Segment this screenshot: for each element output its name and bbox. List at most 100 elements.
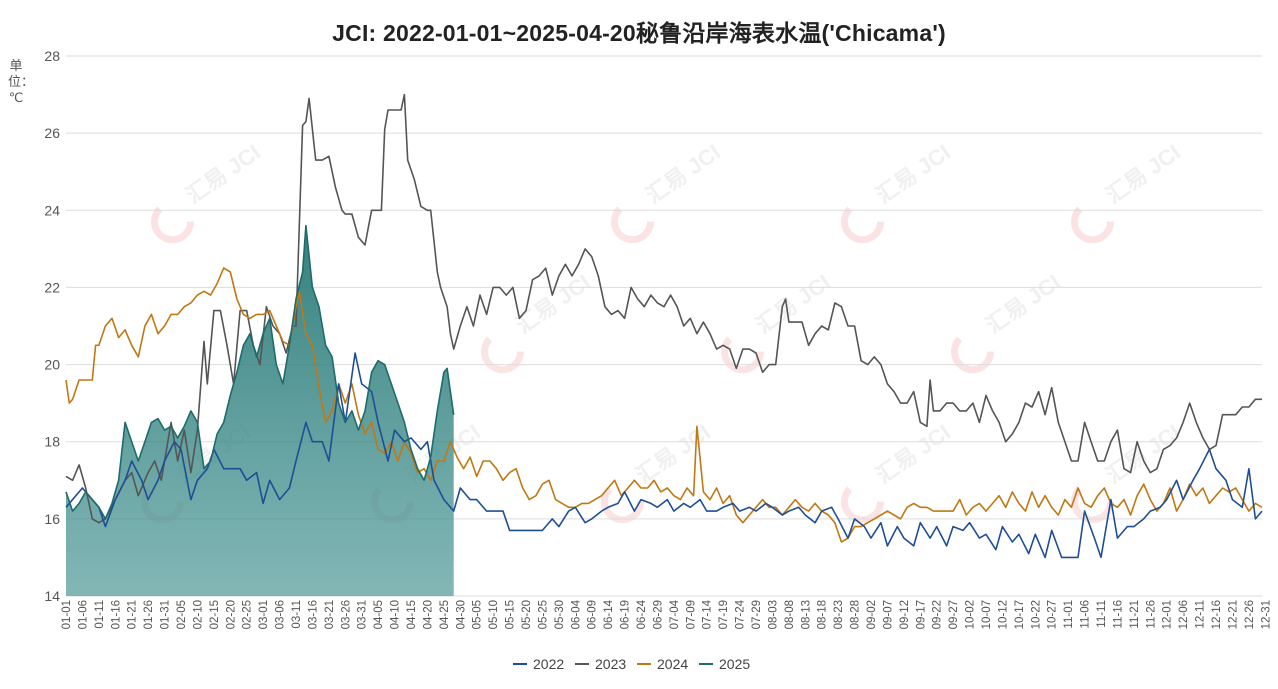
y-tick-label: 16: [44, 511, 60, 527]
x-tick-label: 11-26: [1145, 600, 1157, 629]
x-tick-label: 11-01: [1063, 600, 1075, 629]
watermark-logo-icon: [951, 336, 994, 374]
x-tick-label: 05-30: [554, 600, 566, 629]
x-tick-label: 02-15: [209, 600, 221, 629]
x-tick-label: 04-25: [439, 600, 451, 629]
y-tick-label: 28: [44, 48, 60, 64]
x-tick-label: 06-19: [620, 600, 632, 629]
watermark: 汇易 JCI: [951, 269, 1065, 374]
x-tick-label: 01-06: [77, 600, 89, 629]
watermark-text: 汇易 JCI: [751, 269, 834, 338]
watermark: 汇易 JCI: [611, 139, 725, 244]
watermark-logo-icon: [1071, 206, 1114, 244]
x-tick-label: 09-17: [915, 600, 927, 629]
x-tick-label: 06-29: [652, 600, 664, 629]
x-tick-label: 04-30: [455, 600, 467, 629]
watermark-text: 汇易 JCI: [181, 139, 264, 208]
y-tick-label: 26: [44, 125, 60, 141]
watermark-text: 汇易 JCI: [981, 269, 1064, 338]
y-tick-label: 14: [44, 588, 60, 604]
x-tick-label: 09-22: [932, 600, 944, 629]
x-tick-label: 02-25: [242, 600, 254, 629]
x-tick-label: 04-05: [373, 600, 385, 629]
x-tick-label: 02-20: [225, 600, 237, 629]
x-tick-label: 12-01: [1162, 600, 1174, 629]
x-tick-label: 03-26: [340, 600, 352, 629]
x-tick-label: 10-12: [997, 600, 1009, 629]
series-line-2024: [65, 267, 1263, 543]
x-tick-label: 08-28: [850, 600, 862, 629]
legend-item-2023[interactable]: 2023: [575, 656, 626, 672]
watermark: 汇易 JCI: [1071, 139, 1185, 244]
watermark-text: 汇易 JCI: [511, 269, 594, 338]
x-tick-label: 12-31: [1260, 600, 1272, 629]
x-tick-label: 03-16: [307, 600, 319, 629]
series-lines: [65, 93, 1263, 559]
x-tick-label: 01-01: [61, 600, 73, 629]
x-tick-label: 12-26: [1244, 600, 1256, 629]
x-tick-label: 05-10: [488, 600, 500, 629]
legend-label: 2023: [595, 656, 626, 672]
x-tick-label: 09-12: [899, 600, 911, 629]
x-tick-label: 10-27: [1047, 600, 1059, 629]
x-tick-label: 05-15: [505, 600, 517, 629]
y-tick-label: 22: [44, 279, 60, 295]
x-tick-label: 03-11: [291, 600, 303, 629]
x-tick-label: 08-13: [800, 600, 812, 629]
x-tick-label: 03-31: [357, 600, 369, 629]
x-tick-label: 07-19: [718, 600, 730, 629]
series-line-2025: [65, 224, 455, 520]
watermark-logo-icon: [601, 486, 644, 524]
x-tick-label: 09-07: [882, 600, 894, 629]
watermark-text: 汇易 JCI: [1101, 419, 1184, 488]
x-tick-label: 01-31: [160, 600, 172, 629]
watermark-text: 汇易 JCI: [1101, 139, 1184, 208]
x-tick-label: 08-18: [817, 600, 829, 629]
x-tick-label: 12-21: [1227, 600, 1239, 629]
x-tick-label: 05-25: [537, 600, 549, 629]
x-tick-label: 08-08: [784, 600, 796, 629]
legend-label: 2022: [533, 656, 564, 672]
legend-item-2025[interactable]: 2025: [699, 656, 750, 672]
x-tick-label: 07-14: [702, 599, 714, 629]
watermark: 汇易 JCI: [151, 139, 265, 244]
series-line-2023: [65, 93, 1262, 524]
y-tick-label: 20: [44, 357, 60, 373]
x-axis-ticks: 01-01 01-06 01-11 01-16 01-21 01-26 01-31 02-05…: [61, 599, 1272, 629]
x-tick-label: 05-20: [521, 600, 533, 629]
x-tick-label: 04-15: [406, 600, 418, 629]
x-tick-label: 10-17: [1014, 600, 1026, 629]
x-tick-label: 10-02: [965, 600, 977, 629]
watermark: 汇易 JCI: [601, 419, 715, 524]
x-tick-label: 03-01: [258, 600, 270, 629]
x-tick-label: 02-10: [192, 600, 204, 629]
x-tick-label: 11-11: [1096, 600, 1108, 628]
x-tick-label: 03-06: [275, 600, 287, 629]
watermark-text: 汇易 JCI: [641, 139, 724, 208]
x-tick-label: 06-24: [636, 599, 648, 629]
x-tick-label: 11-21: [1129, 600, 1141, 629]
legend-label: 2025: [719, 656, 750, 672]
chart-title: JCI: 2022-01-01~2025-04-20秘鲁沿岸海表水温('Chic…: [332, 20, 946, 46]
watermark-logo-icon: [481, 336, 524, 374]
watermark: 汇易 JCI: [481, 269, 595, 374]
x-tick-label: 12-06: [1178, 600, 1190, 629]
x-tick-label: 01-21: [127, 600, 139, 629]
x-tick-label: 01-16: [110, 600, 122, 629]
legend-item-2022[interactable]: 2022: [513, 656, 564, 672]
legend-item-2024[interactable]: 2024: [637, 656, 688, 672]
x-tick-label: 06-04: [570, 599, 582, 629]
watermark: 汇易 JCI: [841, 139, 955, 244]
legend[interactable]: 2022 2023 2024 2025: [513, 656, 750, 672]
watermark-logo-icon: [841, 206, 884, 244]
x-tick-label: 07-29: [751, 600, 763, 629]
y-axis-ticks: 14 16 18 20 22 24 26 28: [44, 48, 60, 604]
x-tick-label: 01-11: [94, 600, 106, 629]
watermark-text: 汇易 JCI: [871, 139, 954, 208]
x-tick-label: 09-27: [948, 600, 960, 629]
x-tick-label: 07-04: [669, 599, 681, 629]
series-line-2022: [65, 352, 1263, 559]
watermark-logo-icon: [841, 486, 884, 524]
x-tick-label: 06-14: [603, 599, 615, 629]
x-tick-label: 09-02: [866, 600, 878, 629]
